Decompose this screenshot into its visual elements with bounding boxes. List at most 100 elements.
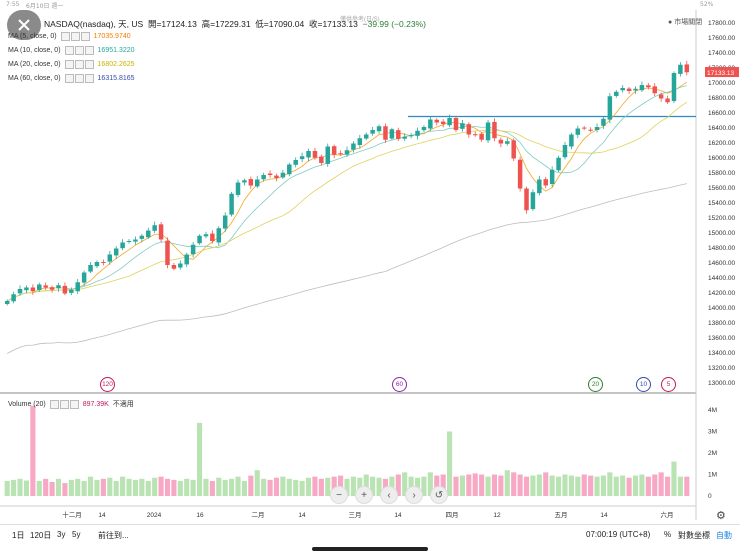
volume-bar: [549, 475, 555, 496]
time-tick: 六月: [661, 510, 674, 519]
candle-body: [415, 130, 420, 136]
period-marker[interactable]: 20: [588, 377, 603, 392]
volume-bar: [273, 477, 280, 496]
candle-body: [466, 124, 472, 135]
price-tick: 17000.00: [708, 80, 735, 87]
candle-body: [614, 91, 619, 96]
volume-bar: [113, 480, 119, 496]
candle-body: [652, 86, 657, 94]
volume-bar: [645, 476, 651, 496]
ma-legend-row: MA (60, close, 0) 16315.8165: [8, 74, 135, 83]
candle-body: [671, 73, 677, 102]
volume-bar: [305, 477, 312, 496]
volume-settings-icons[interactable]: [49, 399, 79, 409]
ma-value: 17035.9740: [93, 33, 131, 40]
candle-body: [229, 193, 234, 215]
volume-bar: [325, 477, 331, 496]
candle-body: [549, 169, 555, 184]
volume-bar: [485, 476, 491, 496]
price-tick: 15600.00: [708, 185, 735, 192]
range-120d[interactable]: 120日: [30, 531, 52, 540]
candle-body: [338, 153, 343, 155]
zoom-out-button[interactable]: −: [330, 486, 348, 504]
candle-body: [639, 85, 645, 91]
candles: [4, 60, 690, 306]
close-button[interactable]: [7, 10, 41, 40]
period-marker[interactable]: 60: [392, 377, 407, 392]
candle-body: [222, 215, 228, 229]
range-3y[interactable]: 3y: [57, 530, 66, 539]
candle-body: [190, 244, 196, 255]
candle-body: [498, 139, 504, 144]
volume-bar: [158, 476, 164, 496]
candle-body: [299, 156, 305, 160]
volume-bar: [376, 477, 382, 496]
range-5y[interactable]: 5y: [72, 530, 81, 539]
ma-settings-icons[interactable]: [64, 46, 94, 55]
percent-toggle[interactable]: %: [664, 530, 672, 539]
low-value: 17090.04: [268, 19, 305, 29]
volume-bar: [677, 476, 683, 496]
ma-settings-icons[interactable]: [60, 32, 90, 41]
volume-bar: [235, 476, 241, 496]
volume-bar: [55, 478, 62, 496]
candle-body: [30, 287, 36, 292]
candle-body: [562, 145, 568, 158]
gear-icon[interactable]: ⚙: [716, 510, 726, 522]
candle-body: [133, 239, 138, 242]
candle-body: [293, 160, 298, 165]
period-marker[interactable]: 10: [636, 377, 651, 392]
candle-body: [492, 121, 497, 139]
time-tick: 2024: [147, 512, 162, 519]
volume-tick: 4M: [708, 407, 717, 414]
candle-body: [210, 233, 215, 241]
ma-legend-row: MA (20, close, 0) 16802.2625: [8, 60, 135, 69]
candle-body: [485, 122, 491, 141]
candle-body: [319, 156, 324, 163]
candle-body: [24, 287, 29, 291]
volume-bar: [196, 422, 203, 496]
candle-body: [235, 182, 241, 195]
candle-body: [152, 225, 157, 231]
volume-bar: [626, 477, 632, 496]
high-value: 17229.31: [215, 19, 251, 29]
scroll-right-button[interactable]: ›: [405, 486, 423, 504]
volume-bar: [171, 479, 177, 496]
ma-settings-icons[interactable]: [64, 74, 94, 83]
price-tick: 17400.00: [708, 50, 735, 57]
candle-body: [203, 234, 209, 237]
candle-body: [184, 254, 189, 265]
ma-line: [7, 81, 688, 302]
candle-body: [37, 284, 42, 291]
volume-bar: [395, 474, 401, 496]
range-1d[interactable]: 1日: [12, 531, 25, 540]
price-tick: 14000.00: [708, 305, 735, 312]
time-tick: 16: [196, 512, 204, 519]
volume-bar: [107, 477, 113, 496]
time-tick: 二月: [252, 511, 265, 519]
reset-button[interactable]: ↺: [430, 486, 448, 504]
candle-body: [684, 64, 690, 73]
period-marker[interactable]: 5: [661, 377, 676, 392]
volume-bar: [639, 474, 645, 496]
candle-body: [537, 179, 542, 194]
candle-body: [607, 96, 613, 120]
goto-button[interactable]: 前往到...: [98, 531, 129, 540]
ma-line: [7, 85, 687, 302]
ma-label: MA (20, close, 0): [8, 61, 61, 68]
auto-toggle[interactable]: 自動: [716, 531, 732, 540]
candle-body: [447, 118, 452, 126]
log-toggle[interactable]: 對數坐標: [678, 531, 710, 540]
candle-body: [94, 262, 100, 267]
volume-bar: [184, 478, 190, 496]
volume-bar: [523, 476, 530, 496]
candle-body: [197, 235, 202, 244]
ma-settings-icons[interactable]: [64, 60, 94, 69]
candle-body: [524, 188, 529, 211]
zoom-in-button[interactable]: +: [355, 486, 373, 504]
zoom-toolbar: − + ‹ › ↺: [330, 486, 448, 504]
period-marker[interactable]: 120: [100, 377, 115, 392]
scroll-left-button[interactable]: ‹: [380, 486, 398, 504]
volume-bar: [421, 476, 427, 496]
